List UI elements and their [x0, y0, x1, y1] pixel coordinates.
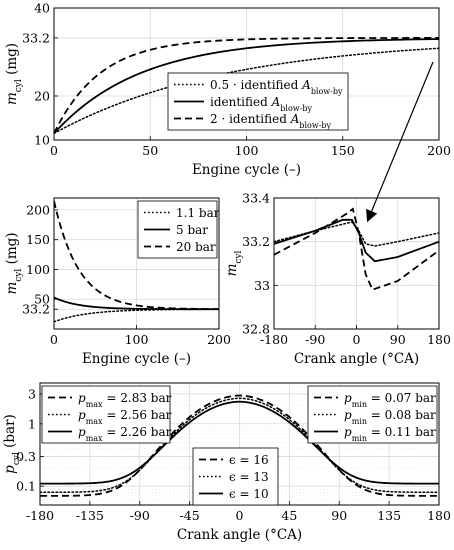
- legend-label: pmax = 2.56 bar: [78, 408, 172, 426]
- legend-label: 1.1 bar: [176, 206, 220, 220]
- series-line-solid: [40, 400, 439, 485]
- legend-label: 5 bar: [176, 223, 208, 237]
- x-axis-label: Crank angle (°CA): [294, 351, 419, 367]
- y-axis-label: pcyl (bar): [2, 414, 22, 474]
- y-tick-label: 0.3: [16, 449, 36, 464]
- x-tick-label: 100: [235, 143, 259, 158]
- legend-label: pmin = 0.11 bar: [344, 425, 436, 443]
- y-tick-label: 3: [28, 386, 36, 401]
- y-tick-label: 20: [34, 89, 50, 104]
- legend-label: pmax = 2.26 bar: [78, 425, 172, 443]
- series-line-dashed: [274, 207, 439, 291]
- y-tick-label: 33.2: [242, 234, 270, 249]
- y-tick-label: 50: [34, 292, 50, 307]
- legend-label: pmax = 2.83 bar: [78, 391, 172, 409]
- x-tick-label: 100: [125, 332, 149, 347]
- x-tick-label: 90: [331, 508, 347, 523]
- panel-b-engine-cycle-mass-pressure: 0 100 200 33.250 100 150 200 Engine cycle (–) mc…: [4, 197, 231, 367]
- legend: ϵ = 16 ϵ = 13 ϵ = 10: [192, 447, 279, 506]
- y-axis-label: mcyl (mg): [4, 43, 24, 105]
- x-axis-label: Engine cycle (–): [82, 351, 191, 367]
- x-axis-label: Crank angle (°CA): [177, 527, 302, 543]
- legend-box: [307, 385, 438, 444]
- x-tick-label: 45: [281, 508, 297, 523]
- series-line-dotted: [40, 397, 439, 493]
- x-tick-label: 50: [142, 143, 158, 158]
- x-tick-label: 135: [377, 508, 401, 523]
- series-line-dashed: [54, 200, 219, 310]
- y-tick-label: 33.2: [22, 30, 50, 45]
- legend: 1.1 bar 5 bar 20 bar: [137, 200, 220, 259]
- panel-d-crank-angle-pressure: -180 -135 -90 -45 0 45 90 135 180 0.1 0.3 1 3 Crank a…: [2, 382, 451, 543]
- panel-c-crank-angle-mass: -180 -90 0 90 180 32.8 33 33.2 33.4 Crank angle (…: [224, 191, 451, 368]
- y-tick-label: 40: [34, 1, 50, 16]
- legend-label: 0.5 · identified Ablow-by: [210, 78, 343, 96]
- legend-box: [41, 385, 171, 444]
- y-tick-label: 32.8: [242, 322, 270, 337]
- y-tick-label: 33.4: [242, 191, 270, 206]
- x-tick-label: 180: [427, 332, 451, 347]
- legend-label: pmin = 0.07 bar: [344, 391, 436, 409]
- series-line-solid: [54, 38, 439, 135]
- series-group: [54, 37, 439, 135]
- x-tick-label: -180: [26, 508, 54, 523]
- x-tick-label: 180: [427, 508, 451, 523]
- y-tick-label: 150: [26, 232, 50, 247]
- x-tick-label: 90: [390, 332, 406, 347]
- x-tick-label: -135: [76, 508, 104, 523]
- y-tick-label: 10: [34, 133, 50, 148]
- legend-label: ϵ = 10: [229, 487, 269, 501]
- panel-a-engine-cycle-mass: 0 50 100 150 200 10 20 33.2 40 Engine cycle (–) mc…: [4, 1, 451, 179]
- y-tick-label: 33.2: [22, 302, 50, 317]
- y-tick-label: 1: [28, 416, 36, 431]
- x-tick-label: 0: [353, 332, 361, 347]
- legend-label: ϵ = 13: [229, 470, 269, 484]
- x-tick-label: -90: [130, 508, 150, 523]
- series-group: [54, 200, 219, 323]
- x-tick-label: 200: [207, 332, 231, 347]
- y-tick-label: 33: [254, 278, 270, 293]
- y-axis-label: mcyl: [224, 250, 244, 276]
- legend-label: 20 bar: [176, 240, 216, 254]
- x-tick-label: 0: [236, 508, 244, 523]
- x-tick-label: 0: [50, 332, 58, 347]
- series-group: [40, 394, 439, 497]
- x-axis-label: Engine cycle (–): [192, 162, 301, 178]
- series-group: [274, 207, 439, 291]
- series-line-dotted: [54, 308, 219, 323]
- x-tick-label: -45: [180, 508, 200, 523]
- y-tick-label: 100: [26, 262, 50, 277]
- y-tick-label: 200: [26, 202, 50, 217]
- x-tick-label: -180: [260, 332, 288, 347]
- grid-lines: [273, 197, 440, 330]
- legend-label: ϵ = 16: [229, 453, 269, 467]
- y-axis-label: mcyl (mg): [4, 232, 24, 294]
- legend-label: pmin = 0.08 bar: [344, 408, 436, 426]
- series-line-dashed: [54, 37, 439, 134]
- x-tick-label: 0: [50, 143, 58, 158]
- legend-label: 2 · identified Ablow-by: [210, 112, 332, 130]
- annotation-arrow: [366, 61, 434, 223]
- series-line-dotted: [54, 47, 439, 135]
- series-line-dashed: [40, 394, 439, 497]
- x-tick-label: 150: [331, 143, 355, 158]
- x-tick-label: -90: [305, 332, 325, 347]
- x-tick-label: 200: [427, 143, 451, 158]
- legend-label: identified Ablow-by: [210, 95, 312, 113]
- y-tick-label: 0.1: [16, 479, 36, 494]
